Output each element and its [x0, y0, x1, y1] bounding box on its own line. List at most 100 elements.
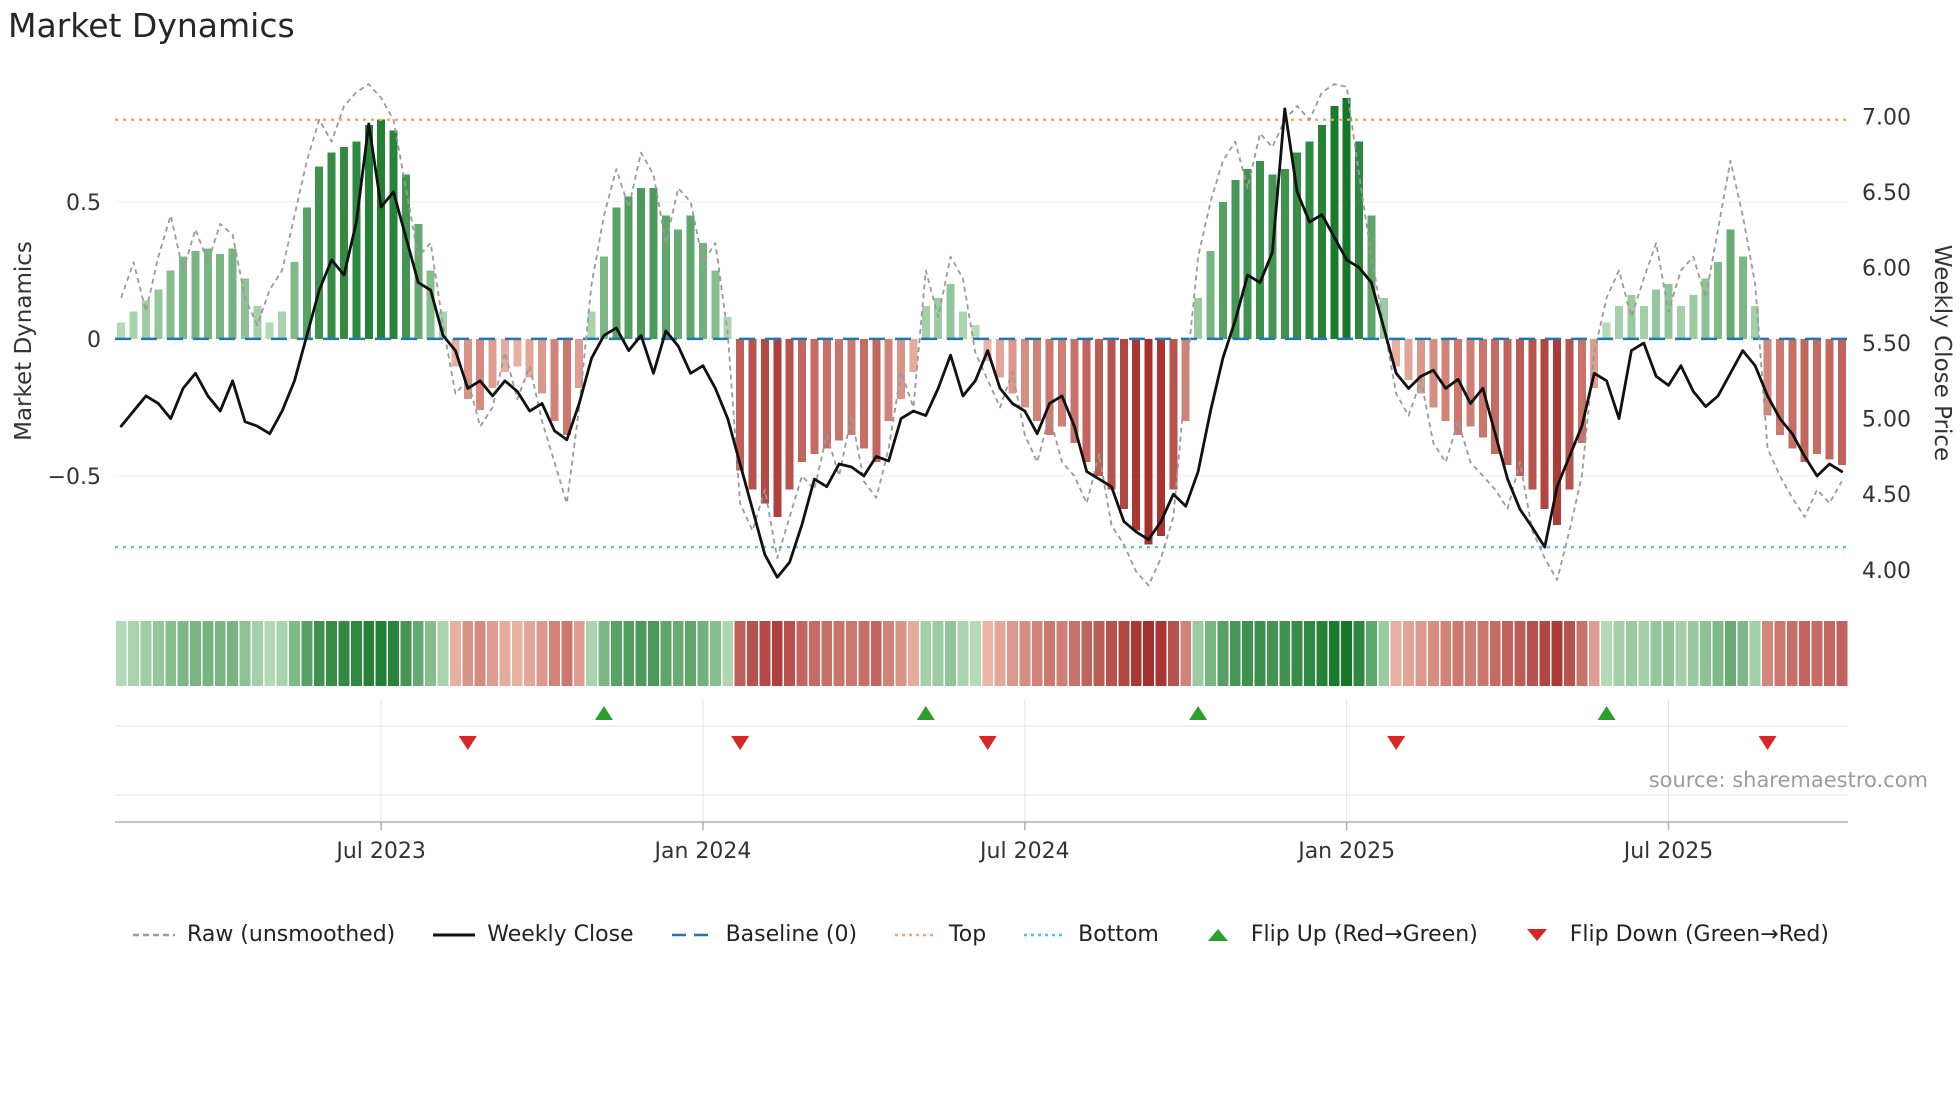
oscillator-bar — [253, 306, 262, 339]
heatmap-cell — [1353, 621, 1365, 686]
oscillator-bar — [1305, 141, 1314, 339]
heatmap-cell — [747, 621, 758, 686]
heatmap-cell — [1291, 621, 1303, 686]
heatmap-cell — [1130, 621, 1142, 686]
heatmap-cell — [697, 621, 709, 686]
right-tick-label: 6.00 — [1862, 256, 1911, 281]
heatmap-cell — [1217, 621, 1229, 686]
chart-title: Market Dynamics — [8, 6, 295, 45]
oscillator-bar — [1045, 338, 1054, 435]
oscillator-bar — [1714, 262, 1723, 339]
oscillator-bar — [166, 270, 175, 339]
heatmap-cell — [462, 621, 474, 686]
flip-up-marker-icon — [1189, 706, 1208, 720]
oscillator-bar — [1775, 338, 1784, 435]
heatmap-cell — [1031, 621, 1043, 686]
heatmap-cell — [1143, 621, 1155, 686]
heatmap-cell — [833, 621, 845, 686]
oscillator-bar — [661, 215, 670, 339]
heatmap-cell — [388, 621, 399, 686]
oscillator-bar — [859, 338, 868, 449]
oscillator-bar — [1515, 338, 1524, 476]
oscillator-bar — [265, 322, 274, 339]
legend-flip-down-label: Flip Down (Green→Red) — [1569, 922, 1829, 947]
heatmap-cell — [227, 621, 239, 686]
oscillator-bar — [575, 338, 584, 389]
oscillator-bar — [1429, 338, 1438, 408]
heatmap-cell — [1415, 621, 1427, 686]
heatmap-cell — [1638, 621, 1650, 686]
oscillator-bar — [1392, 338, 1401, 367]
heatmap-cell — [1081, 621, 1093, 686]
heatmap-cell — [1019, 621, 1031, 686]
heatmap-cell — [1316, 621, 1328, 686]
oscillator-bar — [798, 338, 807, 463]
legend-raw-label: Raw (unsmoothed) — [187, 922, 396, 947]
heatmap-cell — [994, 621, 1006, 686]
heatmap-cell — [1093, 621, 1105, 686]
heatmap-cell — [1588, 621, 1600, 686]
heatmap-cell — [1601, 621, 1613, 686]
oscillator-bar — [1689, 295, 1698, 339]
heatmap-cell — [1687, 621, 1699, 686]
oscillator-bar — [1837, 338, 1846, 465]
heatmap-cell — [487, 621, 498, 686]
oscillator-bar — [810, 338, 819, 454]
oscillator-bar — [736, 338, 745, 471]
heatmap-cell — [1403, 621, 1414, 686]
flip-markers — [458, 706, 1777, 750]
heatmap-cell — [969, 621, 981, 686]
heatmap-cell — [276, 621, 288, 686]
heatmap-cell — [190, 621, 201, 686]
heatmap-cell — [115, 621, 127, 686]
oscillator-bar — [637, 188, 646, 339]
heatmap-cell — [945, 621, 956, 686]
heatmap-cell — [1514, 621, 1526, 686]
dotted-line-icon — [895, 933, 938, 936]
heatmap-cell — [1044, 621, 1056, 686]
heatmap-cell — [1502, 621, 1514, 686]
oscillator-bar — [897, 338, 906, 400]
heatmap-cell — [598, 621, 610, 686]
oscillator-bar — [488, 338, 497, 389]
oscillator-bar — [1800, 338, 1809, 463]
oscillator-bar — [352, 141, 361, 339]
heatmap-cell — [1811, 621, 1823, 686]
heatmap-cell — [635, 621, 647, 686]
oscillator-bar — [315, 166, 324, 339]
oscillator-bar — [773, 338, 782, 517]
heatmap-cell — [1724, 621, 1736, 686]
heatmap-cell — [128, 621, 140, 686]
oscillator-bar — [760, 338, 769, 504]
oscillator-bar — [278, 311, 287, 339]
oscillator-bar — [364, 125, 373, 339]
oscillator-bar — [624, 196, 633, 339]
heatmap-cell — [536, 621, 548, 686]
heatmap-cell — [437, 621, 449, 686]
right-tick-label: 5.50 — [1862, 332, 1911, 357]
oscillator-bar — [1763, 338, 1772, 416]
heatmap-cell — [214, 621, 226, 686]
heatmap-cell — [1341, 621, 1353, 686]
heatmap-cell — [1328, 621, 1340, 686]
heatmap-cell — [1242, 621, 1254, 686]
source-credit: source: sharemaestro.com — [1648, 768, 1928, 792]
heatmap-cell — [1440, 621, 1452, 686]
oscillator-bar — [1156, 338, 1165, 537]
left-tick-label: 0 — [87, 328, 101, 353]
left-tick-label: −0.5 — [48, 465, 101, 490]
oscillator-bar — [958, 311, 967, 339]
oscillator-bar — [686, 215, 695, 339]
heatmap-cell — [660, 621, 672, 686]
oscillator-bar — [1528, 338, 1537, 490]
legend-top-label: Top — [949, 922, 987, 947]
heatmap-cell — [1007, 621, 1018, 686]
oscillator-bar — [835, 338, 844, 441]
heatmap-cell — [648, 621, 659, 686]
heatmap-cell — [350, 621, 362, 686]
right-tick-label: 5.00 — [1862, 408, 1911, 433]
heatmap-cell — [239, 621, 251, 686]
flip-down-marker-icon — [458, 736, 477, 750]
heatmap-cell — [1118, 621, 1130, 686]
